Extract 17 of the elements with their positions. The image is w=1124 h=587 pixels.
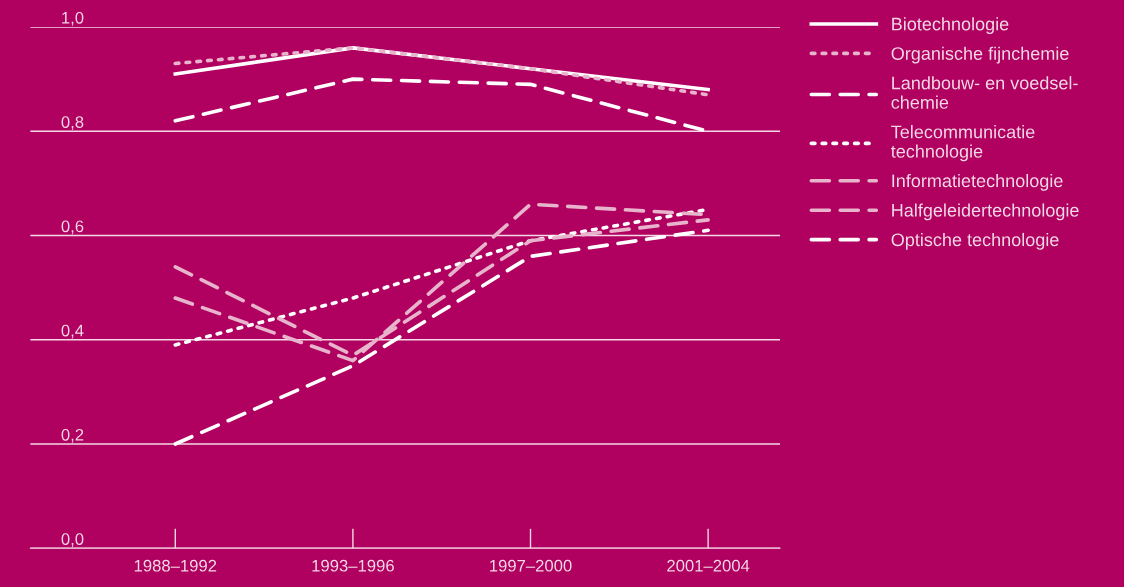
x-tick-label: 1988–1992 <box>134 559 217 572</box>
legend-label: Informatietechnologie <box>892 173 1063 191</box>
legend-label: Biotechnologie <box>892 17 1009 35</box>
x-tick-label: 2001–2004 <box>667 559 750 572</box>
y-tick-label: 0,4 <box>61 324 84 339</box>
y-tick-label: 0,6 <box>61 220 84 235</box>
y-tick-label: 1,0 <box>62 11 84 26</box>
x-tick-label: 1993–1996 <box>312 559 394 572</box>
legend-label: Telecommunicatie technologie <box>891 125 1035 162</box>
x-tick-label: 1997–2000 <box>490 559 572 572</box>
y-tick-label: 0,0 <box>61 533 84 547</box>
legend-label: Organische fijnchemie <box>891 46 1069 64</box>
y-tick-label: 0,2 <box>61 428 84 443</box>
legend-label: Optische technologie <box>891 232 1059 250</box>
y-tick-label: 0,8 <box>61 116 84 130</box>
legend-label: Landbouw- en voedsel- chemie <box>891 76 1078 109</box>
legend-label: Halfgeleidertechnologie <box>892 203 1079 221</box>
